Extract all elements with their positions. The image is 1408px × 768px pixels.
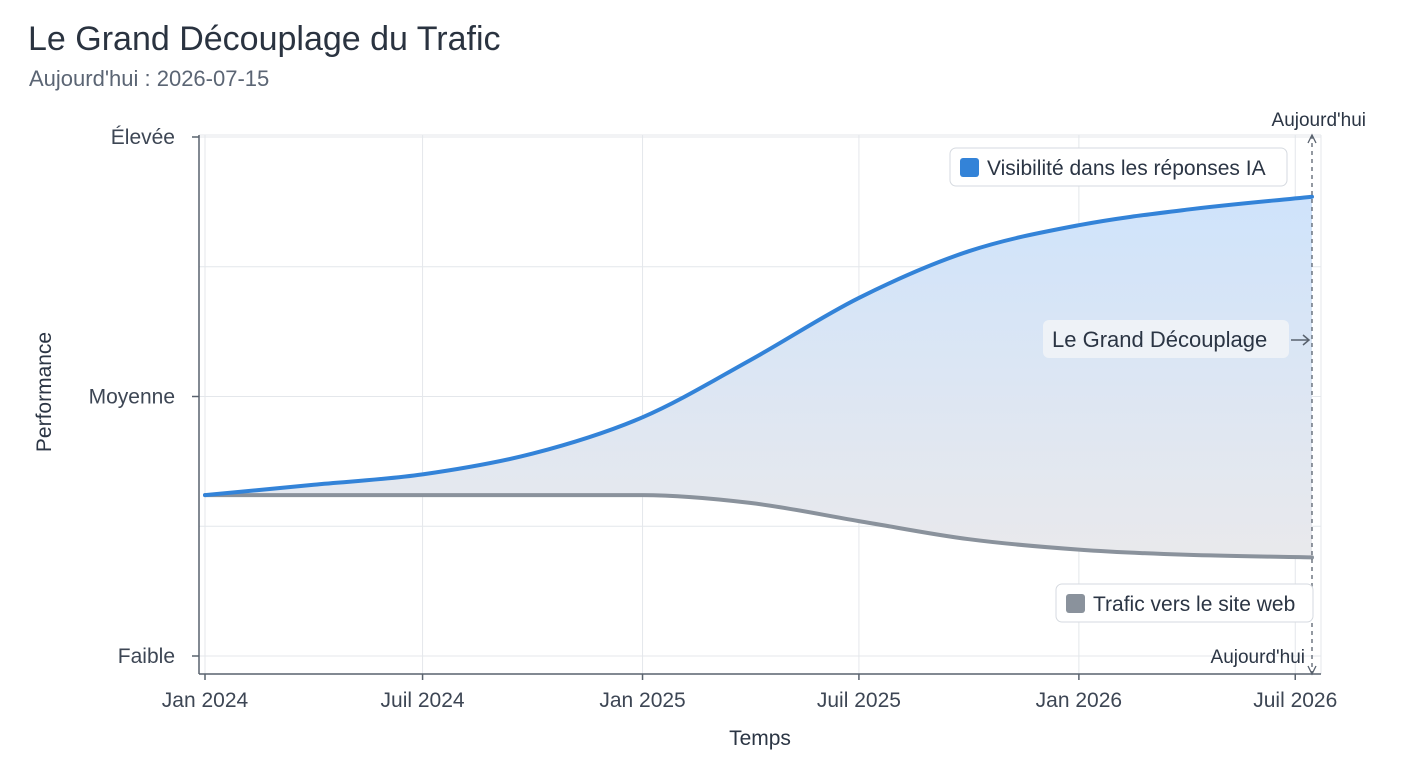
x-axis-label: Temps: [729, 727, 791, 750]
axes: [192, 135, 1321, 680]
today-marker: Aujourd'hui Aujourd'hui: [1211, 110, 1366, 676]
legend-item-traffic: Trafic vers le site web: [1055, 583, 1314, 623]
gap-annotation: Le Grand Découplage: [1043, 320, 1311, 358]
legend-item-ai-visibility: Visibilité dans les réponses IA: [949, 147, 1288, 187]
x-tick-label: Juil 2025: [817, 689, 901, 712]
series-lines: [203, 194, 1314, 560]
x-tick-label: Juil 2026: [1253, 689, 1337, 712]
y-tick-label: Moyenne: [89, 386, 175, 409]
gap-annotation-label: Le Grand Découplage: [1052, 327, 1267, 352]
gap-area: [205, 196, 1312, 558]
today-label-bottom: Aujourd'hui: [1211, 647, 1305, 668]
arrow-down-icon: [1307, 665, 1317, 676]
y-tick-label: Faible: [118, 645, 175, 668]
arrow-up-icon: [1307, 133, 1317, 144]
y-tick-label: Élevée: [111, 126, 175, 149]
x-tick-labels: Jan 2024 Juil 2024 Jan 2025 Juil 2025 Jan 20…: [162, 689, 1338, 712]
x-tick-label: Juil 2024: [381, 689, 465, 712]
legend-box: [1055, 583, 1314, 623]
x-tick-label: Jan 2025: [599, 689, 685, 712]
legend-label-traffic: Trafic vers le site web: [1093, 593, 1295, 616]
legend-label-ai: Visibilité dans les réponses IA: [987, 157, 1266, 180]
series-line-ai-visibility: [203, 194, 1314, 498]
chart-subtitle: Aujourd'hui : 2026-07-15: [29, 66, 270, 91]
gap-annotation-box: [1043, 320, 1289, 358]
chart-title: Le Grand Découplage du Trafic: [28, 20, 501, 58]
x-tick-label: Jan 2024: [162, 689, 249, 712]
y-tick-labels: Faible Moyenne Élevée: [89, 126, 175, 668]
arrow-head-icon: [1302, 334, 1311, 346]
legend-swatch-traffic: [1066, 594, 1085, 613]
today-label-top: Aujourd'hui: [1272, 110, 1366, 131]
legend-swatch-ai: [960, 158, 979, 177]
x-tick-label: Jan 2026: [1036, 689, 1122, 712]
legend-box: [949, 147, 1288, 187]
series-line-traffic: [203, 493, 1314, 560]
y-axis-label: Performance: [33, 332, 56, 452]
